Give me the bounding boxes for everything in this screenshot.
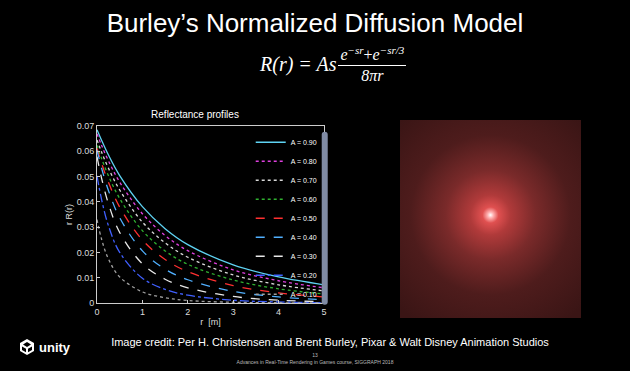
svg-text:A = 0.40: A = 0.40 bbox=[291, 234, 317, 241]
svg-text:A = 0.70: A = 0.70 bbox=[291, 177, 317, 184]
svg-text:Reflectance profiles: Reflectance profiles bbox=[151, 109, 239, 120]
svg-text:0.03: 0.03 bbox=[77, 222, 95, 232]
svg-text:A = 0.50: A = 0.50 bbox=[291, 215, 317, 222]
html-text:13: 13 bbox=[312, 352, 318, 358]
svg-text:5: 5 bbox=[321, 307, 326, 317]
svg-text:A = 0.90: A = 0.90 bbox=[291, 139, 317, 146]
svg-text:0.07: 0.07 bbox=[77, 121, 95, 131]
html-text:Advances in Real-Time Renderin: Advances in Real-Time Rendering in Games… bbox=[236, 359, 394, 365]
svg-text:4: 4 bbox=[276, 307, 281, 317]
svg-text:0: 0 bbox=[89, 298, 94, 308]
svg-text:0.01: 0.01 bbox=[77, 273, 95, 283]
svg-text:0.02: 0.02 bbox=[77, 248, 95, 258]
svg-text:A = 0.20: A = 0.20 bbox=[291, 272, 317, 279]
svg-text:3: 3 bbox=[231, 307, 236, 317]
svg-text:A = 0.30: A = 0.30 bbox=[291, 253, 317, 260]
html-text:R(r) = As e−sr+ e−sr/3: R(r) = As e−sr+ e−sr/3 bbox=[260, 44, 405, 76]
html-text:unity: unity bbox=[39, 339, 71, 355]
svg-text:0: 0 bbox=[94, 307, 99, 317]
svg-text:0.05: 0.05 bbox=[77, 172, 95, 182]
svg-text:0.06: 0.06 bbox=[77, 146, 95, 156]
svg-text:2: 2 bbox=[185, 307, 190, 317]
svg-text:1: 1 bbox=[140, 307, 145, 317]
html-text:Burley’s Normalized Diffusion: Burley’s Normalized Diffusion Model bbox=[106, 8, 524, 38]
svg-text:A = 0.10: A = 0.10 bbox=[291, 291, 317, 298]
html-text:8πr: 8πr bbox=[361, 67, 384, 85]
svg-text:0.04: 0.04 bbox=[77, 197, 95, 207]
html-text:Image credit: Per H. Christens: Image credit: Per H. Christensen and Bre… bbox=[111, 336, 549, 348]
svg-text:A = 0.80: A = 0.80 bbox=[291, 158, 317, 165]
svg-text:r [m]: r [m] bbox=[200, 317, 221, 327]
svg-text:A = 0.60: A = 0.60 bbox=[291, 196, 317, 203]
svg-text:r R(r): r R(r) bbox=[64, 204, 74, 225]
